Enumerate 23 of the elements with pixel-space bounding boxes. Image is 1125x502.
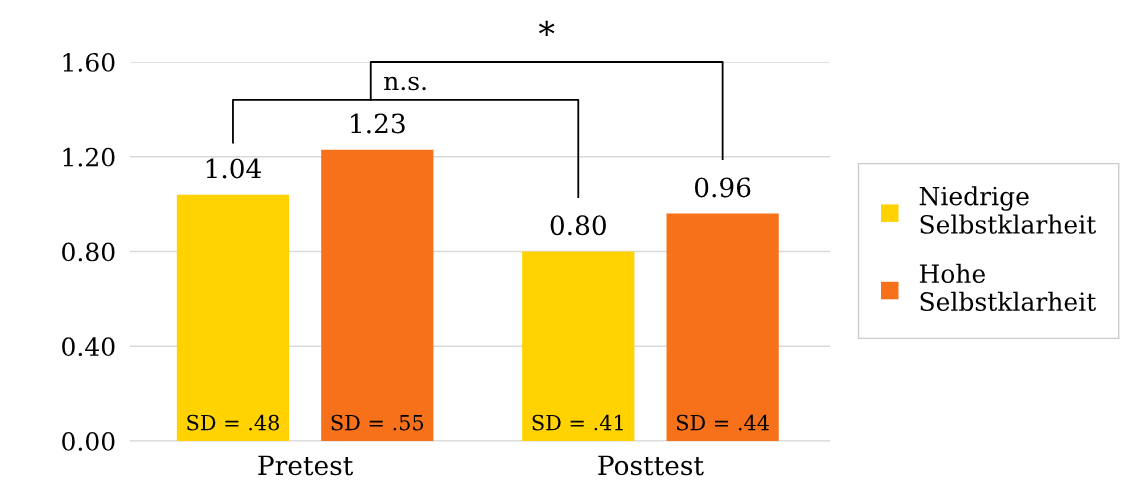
- annotation: SD = .41: [532, 414, 623, 431]
- annotation: n.s.: [384, 76, 426, 91]
- y-tick-label: 1.20: [63, 147, 115, 167]
- data-label: 1.04: [206, 158, 262, 179]
- bar: [666, 213, 779, 442]
- y-tick-label: 0.00: [62, 431, 115, 451]
- x-tick-label: Pretest: [258, 455, 354, 476]
- y-tick-label: 0.40: [62, 337, 115, 357]
- text: *: [538, 20, 555, 37]
- bar: [522, 251, 635, 442]
- legend-label: Niedrige Selbstklarheit: [919, 186, 1097, 234]
- legend-label: Hohe Selbstklarheit: [919, 263, 1097, 312]
- annotation: SD = .55: [331, 414, 424, 431]
- bar: [321, 149, 434, 442]
- x-tick-label: Posttest: [598, 455, 704, 476]
- data-label: 0.96: [694, 177, 751, 198]
- bar: [176, 194, 290, 442]
- data-label: 0.80: [550, 215, 606, 236]
- data-label: 1.23: [351, 113, 405, 134]
- annotation: SD = .44: [676, 414, 769, 431]
- annotation: SD = .48: [187, 414, 279, 431]
- y-tick-label: 0.80: [62, 242, 115, 262]
- y-tick-label: 1.60: [63, 52, 115, 72]
